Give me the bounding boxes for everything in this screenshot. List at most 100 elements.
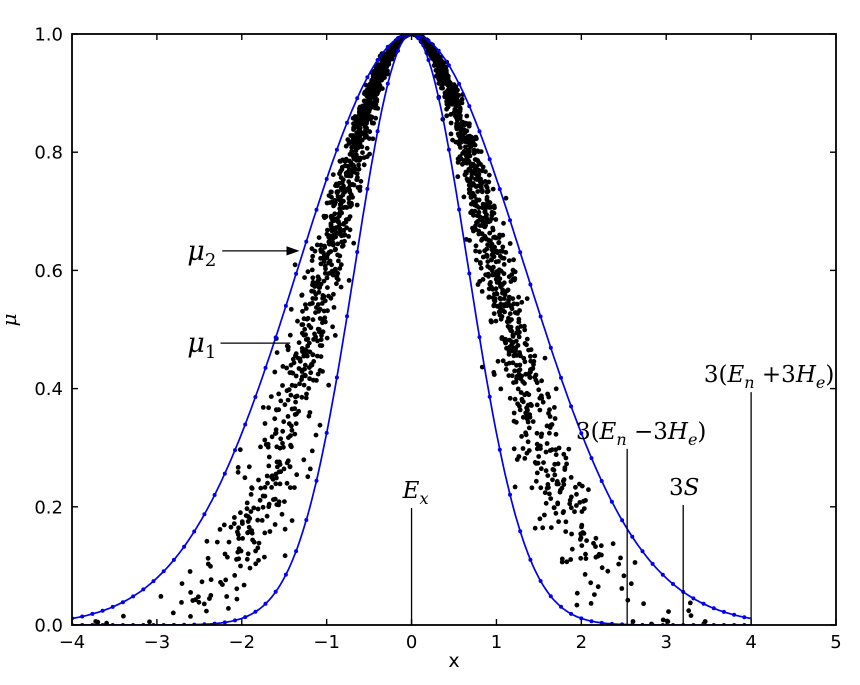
cloud-drop xyxy=(448,88,453,94)
cloud-drop xyxy=(220,582,225,587)
cloud-drop xyxy=(339,180,345,185)
cloud-drop xyxy=(552,405,557,410)
cloud-drop xyxy=(534,441,540,447)
cloud-drop xyxy=(317,306,323,312)
cloud-drop xyxy=(225,554,230,560)
cloud-drop xyxy=(548,525,554,530)
cloud-drop xyxy=(498,301,504,307)
cloud-drop xyxy=(540,399,546,405)
mu2-outer-envelope-marker xyxy=(477,129,482,134)
cloud-drop xyxy=(491,302,497,308)
cloud-drop xyxy=(314,378,319,383)
cloud-drop xyxy=(332,202,337,208)
cloud-drop xyxy=(468,135,474,140)
cloud-drop xyxy=(506,373,512,378)
cloud-drop xyxy=(484,246,490,252)
cloud-drop xyxy=(581,498,586,504)
mu1-inner-envelope-marker xyxy=(345,314,349,319)
cloud-drop xyxy=(363,127,368,133)
cloud-drop xyxy=(284,343,290,349)
cloud-drop xyxy=(588,580,594,586)
cloud-drop xyxy=(285,397,291,403)
cloud-drop xyxy=(304,348,309,354)
cloud-drop xyxy=(201,601,207,607)
cloud-drop xyxy=(493,318,499,324)
cloud-drop xyxy=(542,355,548,361)
mu1-inner-envelope-marker xyxy=(548,594,553,599)
cloud-drop xyxy=(331,291,336,297)
cloud-drop xyxy=(494,271,499,277)
cloud-drop xyxy=(264,513,270,519)
cloud-drop xyxy=(293,373,299,379)
mu2-outer-envelope-marker xyxy=(467,104,472,109)
cloud-drop xyxy=(511,446,517,452)
mu2-outer-envelope-marker xyxy=(457,81,462,86)
cloud-drop xyxy=(563,519,569,525)
arrowhead-icon xyxy=(286,246,300,256)
cloud-drop xyxy=(315,371,321,377)
cloud-drop xyxy=(546,485,551,490)
cloud-drop xyxy=(280,383,285,388)
cloud-drop xyxy=(496,267,502,273)
annotation-label-3(En+3He): 3(En +3He) xyxy=(704,362,834,392)
cloud-drop xyxy=(315,338,320,344)
cloud-drop xyxy=(491,264,496,270)
cloud-drop xyxy=(588,601,594,606)
cloud-drop xyxy=(310,275,316,281)
cloud-drop xyxy=(568,557,574,562)
cloud-drop xyxy=(526,425,532,431)
cloud-drop xyxy=(244,556,250,562)
mu2-outer-envelope-marker xyxy=(294,271,299,276)
cloud-drop xyxy=(297,381,302,387)
cloud-drop xyxy=(512,484,518,490)
cloud-drop xyxy=(273,481,279,487)
cloud-drop xyxy=(497,276,503,282)
cloud-drop xyxy=(292,262,298,268)
cloud-drop xyxy=(346,278,352,283)
cloud-drop xyxy=(226,606,231,611)
cloud-drop xyxy=(262,485,268,490)
cloud-drop xyxy=(245,551,251,557)
cloud-drop xyxy=(451,88,457,93)
cloud-drop xyxy=(300,308,305,314)
cloud-drop xyxy=(491,311,497,316)
cloud-drop xyxy=(466,187,472,192)
mu1-inner-envelope-marker xyxy=(304,518,309,522)
cloud-drop xyxy=(380,86,385,91)
cloud-drop xyxy=(442,70,448,76)
cloud-drop xyxy=(359,144,365,150)
cloud-drop xyxy=(492,297,498,303)
cloud-drop xyxy=(619,586,625,591)
cloud-drop xyxy=(380,55,386,61)
cloud-drop xyxy=(466,147,472,153)
cloud-drop xyxy=(452,109,457,115)
cloud-drop xyxy=(534,430,540,436)
cloud-drop xyxy=(483,169,488,175)
cloud-drop xyxy=(262,554,267,560)
cloud-drop xyxy=(510,360,516,366)
cloud-drop xyxy=(389,44,395,50)
cloud-drop xyxy=(292,406,298,411)
cloud-drop xyxy=(518,390,524,395)
cloud-drop xyxy=(310,253,316,259)
cloud-drop xyxy=(273,431,278,436)
cloud-drop xyxy=(325,285,330,290)
cloud-drop xyxy=(345,137,351,143)
mu2-outer-envelope-marker xyxy=(599,479,604,483)
cloud-drop xyxy=(467,140,473,145)
cloud-drop xyxy=(552,461,558,467)
cloud-drop xyxy=(293,399,298,405)
cloud-drop xyxy=(332,333,338,338)
mu1-inner-envelope-marker xyxy=(222,620,227,625)
cloud-drop xyxy=(266,463,272,469)
cloud-drop xyxy=(322,243,327,249)
mu1-inner-envelope-marker xyxy=(233,618,237,623)
mu2-outer-envelope-marker xyxy=(110,604,115,609)
mu1-inner-envelope-marker xyxy=(467,271,472,276)
cloud-drop xyxy=(583,556,589,561)
cloud-drop xyxy=(319,301,325,306)
cloud-drop xyxy=(490,227,496,233)
cloud-drop xyxy=(537,395,543,401)
cloud-drop xyxy=(536,387,542,393)
cloud-drop xyxy=(366,136,372,142)
